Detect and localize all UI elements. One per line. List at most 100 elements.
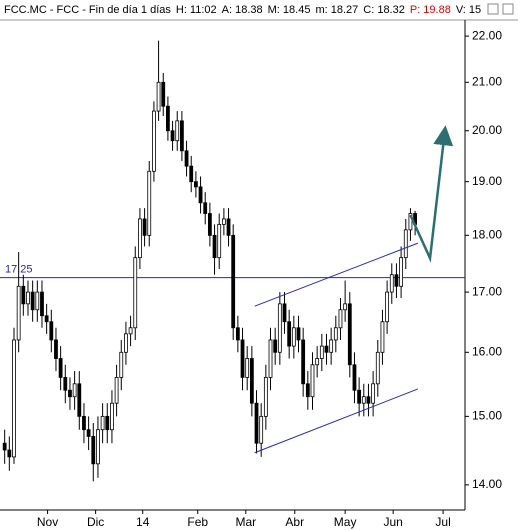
x-tick-label: Dic [87,515,104,529]
candle-body [352,364,357,391]
x-tick-label: Abr [285,515,304,529]
candle-body [235,327,240,341]
candle-body [301,339,306,385]
candle-body [361,396,366,404]
candle-body [394,274,399,287]
candle-body [179,120,184,152]
candle-body [44,315,49,323]
quote-field: H: 11:02 [175,4,217,16]
quote-field: M: 18.45 [267,4,311,16]
y-tick-label: 16.00 [472,344,502,358]
candle-body [77,383,82,417]
candle-body [403,229,408,259]
candle-body [240,339,245,378]
candle-body [226,218,231,236]
candle-body [166,105,170,132]
candle-body [35,291,40,311]
candle-body [254,402,259,444]
candle-body [282,303,287,323]
candle-body [161,81,166,107]
candle-body [49,321,54,341]
x-tick-label: Jun [383,515,402,529]
candle-body [408,213,413,231]
candle-body [156,81,161,112]
candle-body [217,223,222,259]
candle-body [30,291,35,311]
candle-body [338,309,343,329]
candle-body [380,321,385,353]
candle-body [114,377,119,404]
candle-body [399,257,404,287]
candle-body [110,402,114,431]
candle-body [184,150,189,167]
candle-body [198,186,203,204]
candle-body [100,415,105,431]
x-tick-label: Feb [187,515,208,529]
y-tick-label: 15.00 [472,409,502,423]
candle-body [310,364,315,398]
candle-body [389,274,394,293]
candle-body [21,285,26,305]
candle-body [91,436,96,465]
candle-body [277,303,282,353]
candle-body [371,383,376,404]
x-tick-label: 14 [136,515,150,529]
window-icon[interactable] [487,3,499,15]
candle-body [291,327,296,347]
candle-body [12,339,16,458]
candle-body [152,110,156,172]
candle-body [245,358,250,378]
candle-body [296,327,301,341]
trend-line [254,242,419,307]
header: FCC.MC - FCC - Fin de día 1 días H: 11:02… [4,2,482,18]
candle-body [82,415,86,431]
candle-body [147,170,152,236]
candle-body [26,291,30,305]
y-tick-label: 22.00 [472,28,502,42]
quote-field: V: 15 [455,4,482,16]
candle-body [212,234,217,259]
projection-arrow [409,125,454,263]
x-tick-label: Jul [435,515,450,529]
candle-body [333,327,338,341]
candle-body [343,303,348,311]
candle-body [305,383,310,398]
candle-body [357,389,362,404]
candle-body [2,442,7,451]
candle-body [86,429,91,437]
candle-body [329,339,334,353]
candle-body [16,285,21,341]
candle-body [324,345,329,353]
candle-body [287,321,292,347]
candle-body [366,396,371,404]
candle-body [249,358,254,404]
candle-body [385,291,390,323]
y-tick-label: 21.00 [472,74,502,88]
candle-body [231,234,236,329]
candle-body [221,218,226,225]
candle-body [7,449,12,458]
candle-body [105,415,110,431]
candle-body [63,377,68,391]
symbol: FCC.MC - FCC - Fin de día 1 días [4,4,171,16]
candle-body [96,429,100,465]
candle-body [128,327,133,335]
candle-body [133,257,138,329]
candle-body [259,415,264,444]
close-icon[interactable] [502,3,514,15]
candle-body [58,358,63,378]
candle-body [193,181,198,188]
candle-body [68,389,72,398]
quote-field: P: 19.88 [409,4,451,16]
candle-body [40,291,44,317]
y-tick-label: 20.00 [472,123,502,137]
quote-field: m: 18.27 [315,4,359,16]
candle-body [124,333,128,353]
candle-body [347,303,352,366]
x-tick-label: May [334,515,357,529]
candle-body [273,339,278,353]
candle-body [142,218,147,236]
candle-body [263,377,268,417]
